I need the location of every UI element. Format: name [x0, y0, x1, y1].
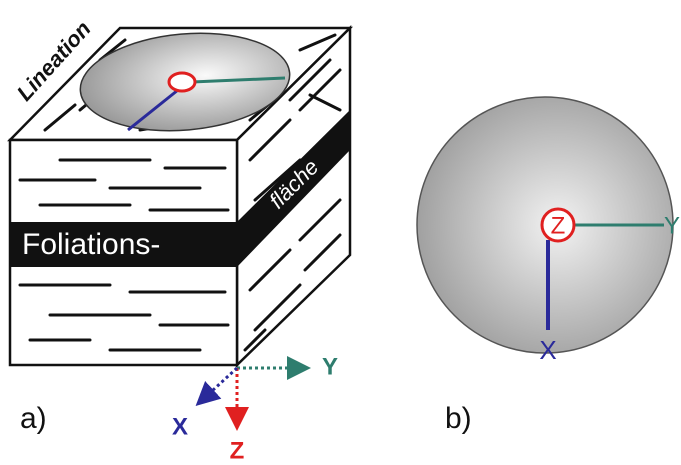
- panel-label: b): [445, 402, 472, 435]
- y-axis-small: [191, 76, 286, 84]
- y-label: Y: [322, 353, 338, 380]
- z-label: Z: [230, 437, 245, 464]
- x-label: X: [539, 335, 556, 365]
- x-arrow: [195, 366, 239, 407]
- side-dashes: [243, 68, 342, 352]
- panel-label: a): [20, 402, 47, 435]
- z-marker: [540, 207, 576, 243]
- z-label: Z: [551, 212, 566, 239]
- y-label: Y: [664, 212, 680, 239]
- x-axis-small: [127, 88, 179, 132]
- foliation-band: [10, 222, 237, 267]
- foliation-label: Foliations-: [22, 228, 160, 261]
- x-label: X: [172, 413, 188, 440]
- z-marker-small: [167, 71, 197, 93]
- foliation-band-side: [237, 110, 350, 267]
- front-dashes: [18, 158, 230, 352]
